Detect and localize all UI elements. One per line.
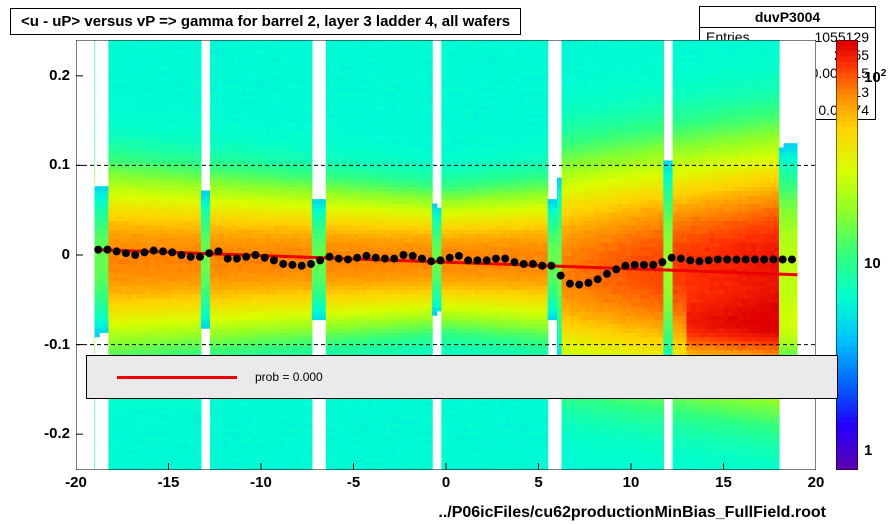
- fit-legend: prob = 0.000: [86, 355, 838, 399]
- ytick-label: -0.1: [10, 336, 70, 353]
- ytick-label: -0.2: [10, 425, 70, 442]
- xtick-label: 15: [715, 474, 732, 491]
- xtick-label: 0: [442, 474, 450, 491]
- plot-title: <u - uP> versus vP => gamma for barrel 2…: [10, 8, 521, 35]
- xtick-label: -20: [65, 474, 87, 491]
- xtick-label: 20: [808, 474, 825, 491]
- legend-line-sample: [117, 376, 237, 379]
- xtick-label: -15: [158, 474, 180, 491]
- xtick-label: -10: [250, 474, 272, 491]
- footer-filepath: ../P06icFiles/cu62productionMinBias_Full…: [438, 504, 826, 522]
- plot-area: [76, 40, 816, 470]
- ytick-label: 0: [10, 246, 70, 263]
- xtick-label: 10: [623, 474, 640, 491]
- cbar-tick-label: 10: [864, 255, 881, 272]
- cbar-tick-label: 102: [864, 68, 886, 86]
- root-canvas: { "title": "<u - uP> versus vP => gamma …: [0, 0, 896, 524]
- legend-prob-text: prob = 0.000: [255, 370, 323, 384]
- ytick-label: 0.2: [10, 67, 70, 84]
- cbar-tick-label: 1: [864, 442, 872, 459]
- xtick-label: 5: [534, 474, 542, 491]
- ytick-label: 0.1: [10, 156, 70, 173]
- colorbar: [836, 40, 858, 470]
- xtick-label: -5: [347, 474, 360, 491]
- stats-name: duvP3004: [700, 7, 875, 28]
